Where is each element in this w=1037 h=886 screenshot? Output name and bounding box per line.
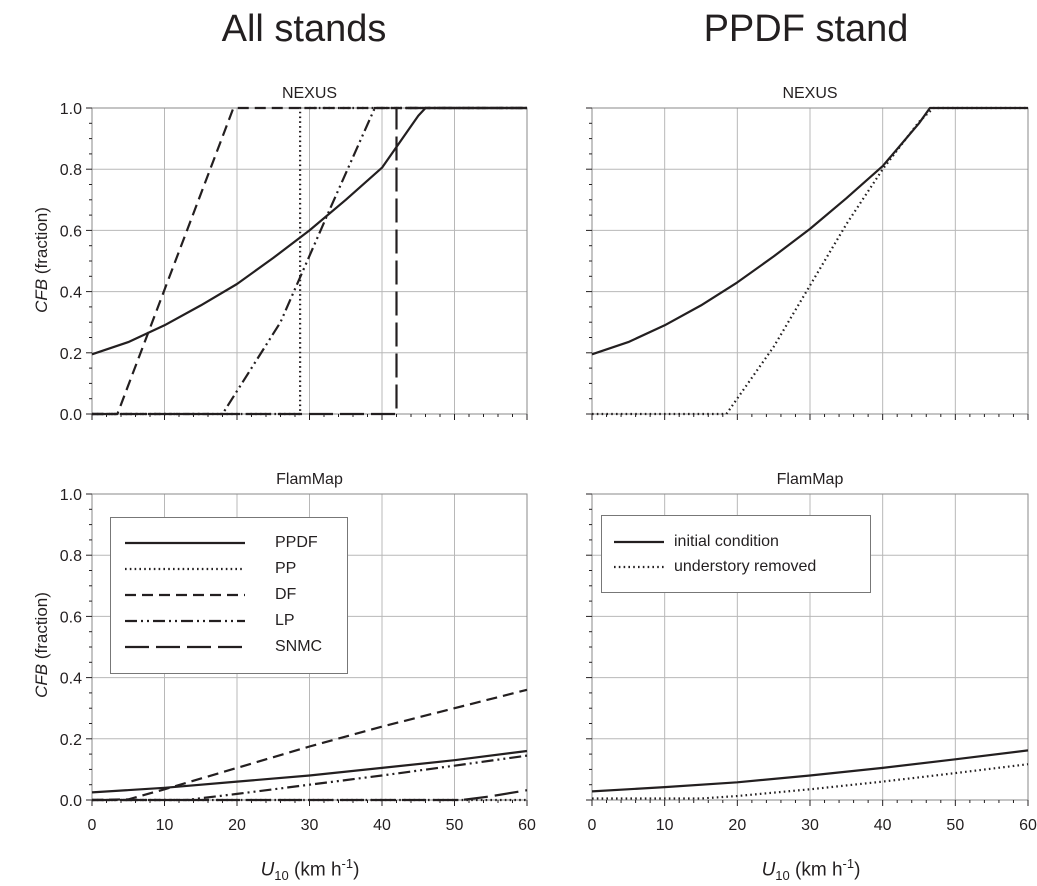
panel-bottom-right: 0 10 20 30 40 50 60 FlamMap (586, 471, 1037, 834)
y-tick-label: 0.0 (60, 793, 82, 810)
series-line-ppdf (91, 106, 527, 356)
legend-item-lp: LP (125, 610, 445, 632)
x-tick-label: 50 (446, 817, 464, 834)
legend-label: SNMC (275, 638, 323, 655)
y-tick-label: 0.4 (60, 285, 82, 302)
legend-label: initial condition (674, 533, 779, 550)
x-tick-label: 10 (156, 817, 174, 834)
legend-swatch (125, 593, 245, 597)
x-tick-label: 30 (801, 817, 819, 834)
legend-label: LP (275, 612, 295, 629)
x-tick-label: 30 (301, 817, 319, 834)
x-tick-label: 60 (1019, 817, 1037, 834)
series-line-pp (92, 106, 527, 416)
legend-item-pp: PP (125, 558, 445, 580)
legend-swatch (125, 567, 245, 571)
y-tick-label: 0.0 (60, 407, 82, 424)
panel-title: NEXUS (282, 85, 337, 102)
x-tick-label: 20 (728, 817, 746, 834)
column-title-ppdf-stand: PPDF stand (703, 8, 909, 50)
legend-swatch (125, 645, 245, 649)
series-line-snmc (92, 789, 528, 802)
x-tick-label: 50 (946, 817, 964, 834)
x-tick-label: 10 (656, 817, 674, 834)
legend-item-initial-condition: initial condition (614, 531, 864, 553)
legend-label: understory removed (674, 558, 817, 575)
legend-swatch (125, 619, 245, 623)
legend-swatch (614, 565, 664, 569)
series-line-initial-condition (591, 749, 1029, 793)
panel-top-right: NEXUS (586, 85, 1029, 420)
x-tick-label: 40 (373, 817, 391, 834)
x-tick-label: 40 (874, 817, 892, 834)
legend-label: PPDF (275, 534, 318, 551)
x-axis-label-right: U10 (km h-1) (761, 856, 861, 884)
series-line-initial-condition (591, 106, 1028, 356)
series-line-snmc (92, 106, 527, 416)
series-line-lp (92, 106, 527, 416)
legend-ppdf-stand: initial condition understory removed (601, 515, 871, 593)
legend-swatch (614, 540, 664, 544)
legend-item-ppdf: PPDF (125, 532, 445, 554)
legend-label: DF (275, 586, 297, 603)
y-tick-label: 0.6 (60, 609, 82, 626)
x-tick-label: 60 (518, 817, 536, 834)
x-tick-label: 0 (88, 817, 97, 834)
panel-title: FlamMap (777, 471, 844, 488)
legend-all-stands: PPDF PP DF LP SNMC (110, 517, 348, 674)
legend-label: PP (275, 560, 297, 577)
x-axis-label-left: U10 (km h-1) (260, 856, 360, 884)
y-tick-label: 1.0 (60, 487, 82, 504)
y-tick-label: 1.0 (60, 101, 82, 118)
series-line-df (91, 688, 528, 802)
x-tick-label: 20 (228, 817, 246, 834)
panel-title: NEXUS (782, 85, 837, 102)
panel-title: FlamMap (276, 471, 343, 488)
y-tick-label: 0.6 (60, 223, 82, 240)
series-line-ppdf (91, 749, 528, 794)
x-tick-label: 0 (588, 817, 597, 834)
y-tick-label: 0.4 (60, 671, 82, 688)
legend-item-snmc: SNMC (125, 636, 445, 658)
y-tick-label: 0.8 (60, 548, 82, 565)
y-tick-label: 0.2 (60, 346, 82, 363)
y-tick-label: 0.8 (60, 162, 82, 179)
y-tick-label: 0.2 (60, 732, 82, 749)
column-title-all-stands: All stands (221, 8, 387, 50)
legend-item-understory-removed: understory removed (614, 556, 864, 578)
panel-top-left: 0.0 0.2 0.4 0.6 0.8 1.0 NEXUS (60, 85, 528, 424)
legend-item-df: DF (125, 584, 445, 606)
legend-swatch (125, 541, 245, 545)
